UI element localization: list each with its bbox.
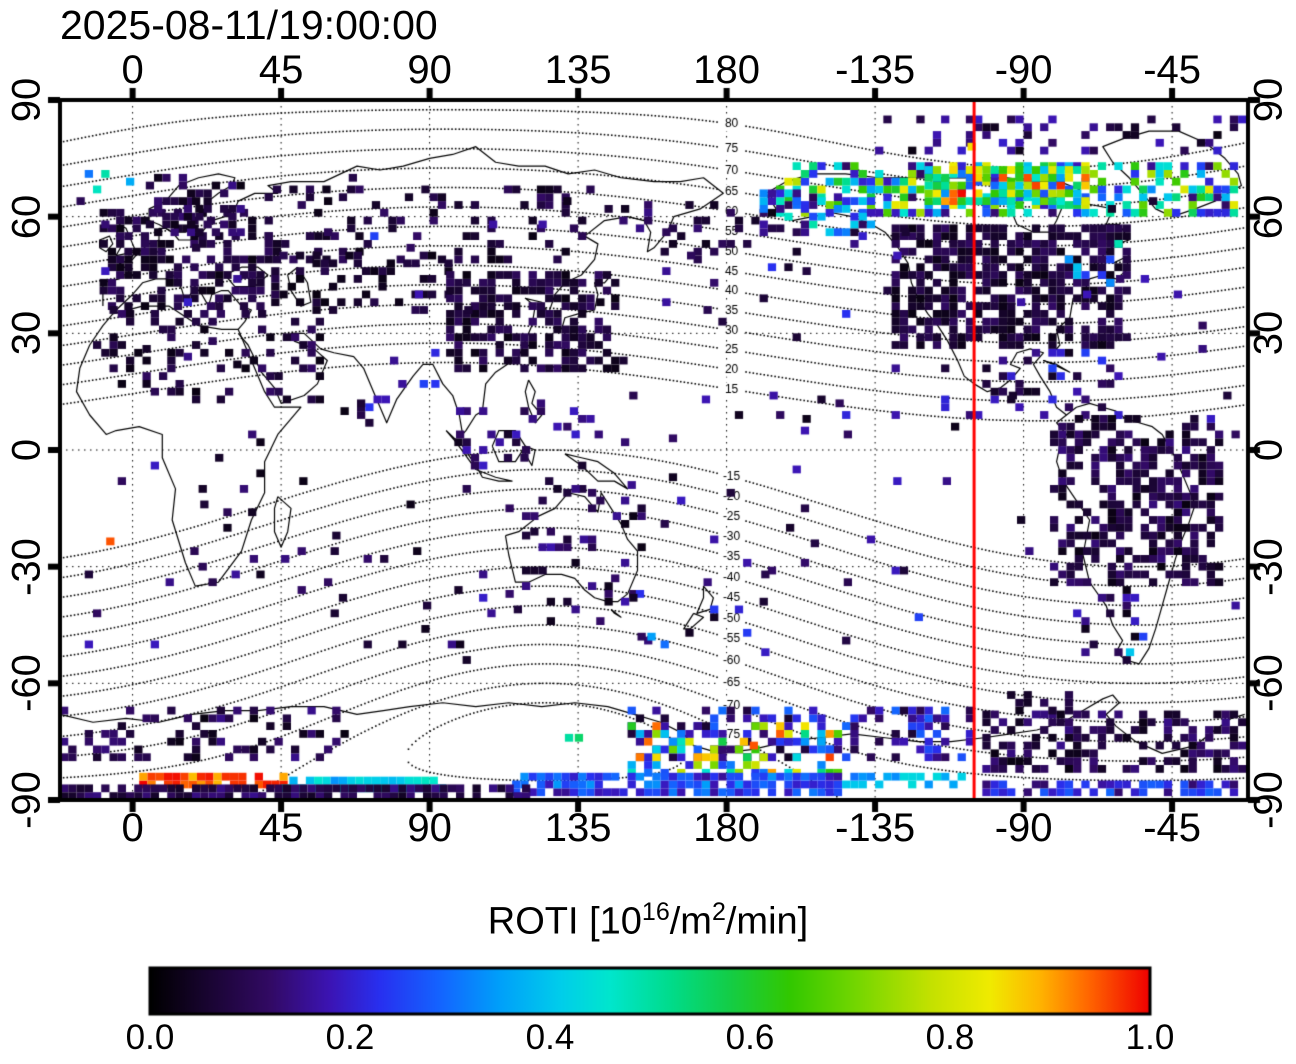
lon-tick-label-bottom: 0 bbox=[121, 806, 144, 850]
lat-tick-label-right: -60 bbox=[1246, 654, 1291, 713]
lon-tick-label-bottom: 90 bbox=[407, 806, 452, 850]
lat-tick-label-left: -60 bbox=[4, 654, 49, 713]
cbar-tick-label: 0.2 bbox=[325, 1018, 375, 1057]
lat-tick-label-left: 90 bbox=[4, 77, 49, 123]
cbar-tick-label: 0.8 bbox=[925, 1018, 975, 1057]
lat-tick-label-left: -30 bbox=[4, 537, 49, 596]
lon-tick-label-bottom: 180 bbox=[693, 806, 760, 850]
lon-tick-label-top: 0 bbox=[121, 48, 144, 92]
lat-tick-label-right: 60 bbox=[1246, 194, 1291, 239]
lon-tick-label-top: 45 bbox=[258, 48, 304, 92]
lat-tick-label-right: 90 bbox=[1246, 77, 1291, 123]
lon-tick-label-bottom: -90 bbox=[994, 806, 1053, 850]
lon-tick-label-bottom: -135 bbox=[835, 806, 916, 850]
cbar-tick-label: 0.4 bbox=[525, 1018, 575, 1057]
lon-tick-label-top: -90 bbox=[994, 48, 1053, 92]
lon-tick-label-top: 90 bbox=[407, 48, 452, 92]
lat-tick-label-left: 60 bbox=[4, 194, 49, 239]
timestamp: 2025-08-11/19:00:00 bbox=[60, 2, 438, 48]
lon-tick-label-top: -45 bbox=[1143, 48, 1201, 92]
lat-tick-label-left: 0 bbox=[4, 438, 49, 462]
cbar-tick-label: 0.0 bbox=[125, 1018, 175, 1057]
lon-tick-label-bottom: 135 bbox=[544, 806, 612, 850]
colorbar-title-sup1: 16 bbox=[641, 898, 670, 926]
colorbar-title-post: /min] bbox=[725, 900, 809, 943]
lat-tick-label-right: -90 bbox=[1246, 771, 1291, 829]
colorbar-title-pre: ROTI [10 bbox=[487, 900, 642, 943]
colorbar-title: ROTI [1016/m2/min] bbox=[0, 898, 1296, 944]
lat-tick-label-left: 30 bbox=[4, 311, 49, 356]
lon-tick-label-top: -135 bbox=[835, 48, 916, 92]
lon-tick-label-bottom: 45 bbox=[258, 806, 304, 850]
lat-tick-label-right: -30 bbox=[1246, 537, 1291, 596]
cbar-tick-label: 0.6 bbox=[725, 1018, 775, 1057]
lat-tick-label-left: -90 bbox=[4, 771, 49, 829]
lon-tick-label-top: 180 bbox=[693, 48, 760, 92]
lat-tick-label-right: 0 bbox=[1246, 438, 1291, 462]
cbar-tick-label: 1.0 bbox=[1125, 1018, 1175, 1057]
lon-tick-label-top: 135 bbox=[544, 48, 612, 92]
lat-tick-label-right: 30 bbox=[1246, 311, 1291, 356]
colorbar-title-sup2: 2 bbox=[711, 898, 726, 926]
lon-tick-label-bottom: -45 bbox=[1143, 806, 1201, 850]
colorbar-title-mid: /m bbox=[669, 900, 712, 943]
